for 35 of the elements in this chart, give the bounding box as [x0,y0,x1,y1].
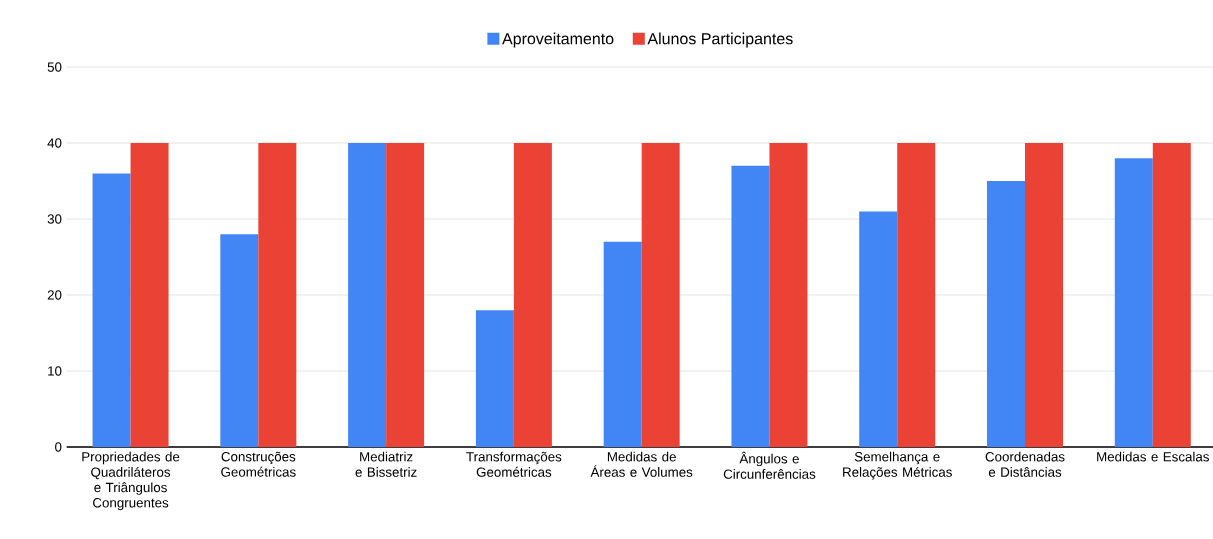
bar [769,143,808,447]
x-tick-label: Mediatriz e Bissetriz [355,451,417,477]
x-tick-label: Coordenadas e Distâncias [985,451,1065,477]
x-tick-label: Construções Geométricas [221,451,296,477]
bar [220,234,259,447]
bar [386,143,425,447]
bar [92,173,131,447]
bar [130,143,169,447]
x-tick-label: Ângulos e Circunferências [723,451,816,479]
bar [603,241,642,447]
y-tick-label: 10 [48,366,62,376]
bar [1152,143,1191,447]
x-tick-label: Medidas de Áreas e Volumes [590,451,693,477]
x-tick-label: Semelhança e Relações Métricas [843,451,952,480]
bar [1025,143,1064,447]
legend-label: Alunos Participantes [647,32,793,48]
bar [1114,158,1153,447]
bar [641,143,680,447]
x-tick-label: Transformações Geométricas [466,451,562,477]
bar [731,165,770,447]
bar [897,143,936,447]
bar [258,143,297,447]
bar [475,310,514,447]
bar [348,143,387,447]
x-tick-label: Medidas e Escalas [1097,451,1209,462]
y-tick-label: 40 [47,138,62,148]
bar [513,143,552,447]
bar [859,211,898,447]
legend-label: Aproveitamento [502,32,614,48]
bar [987,181,1026,447]
y-tick-label: 30 [47,214,62,224]
y-tick-label: 20 [47,290,62,300]
y-tick-label: 0 [55,442,62,452]
x-tick-label: Propriedades de Quadriláteros e Triângulos Congruentes [82,451,180,511]
y-tick-label: 50 [47,62,62,72]
